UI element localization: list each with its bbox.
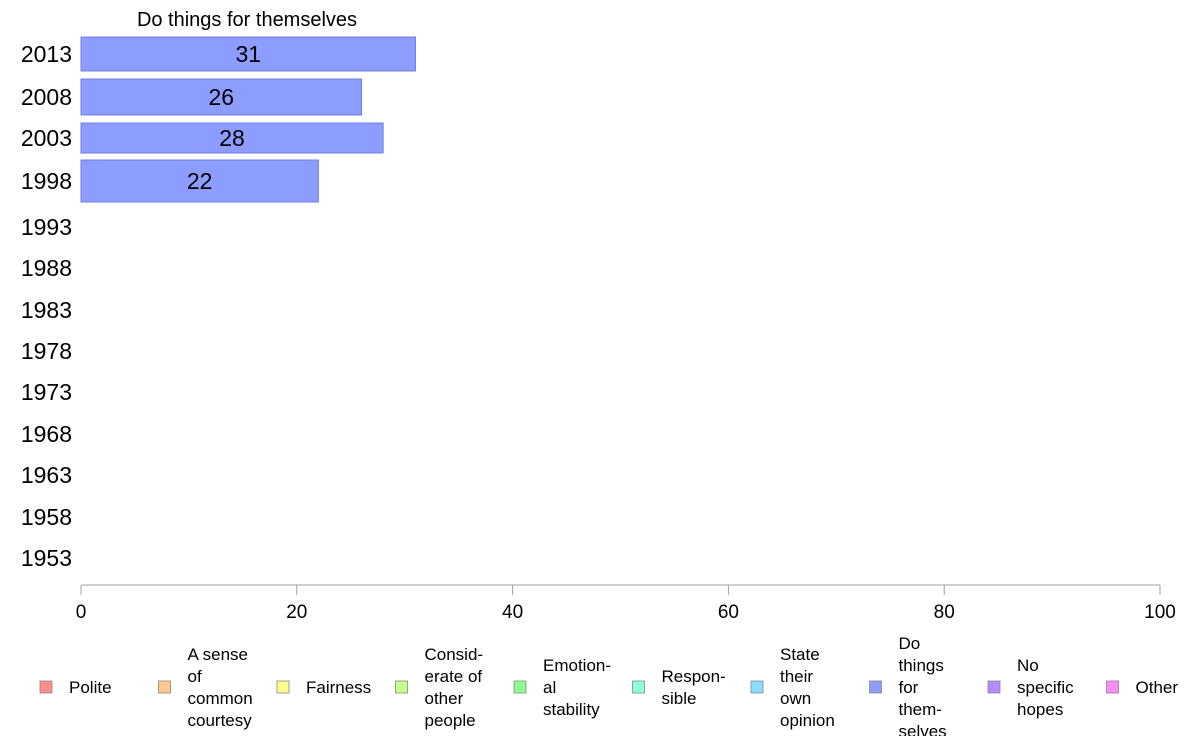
- y-tick-label: 1978: [21, 338, 72, 364]
- legend-item: Other: [1107, 678, 1179, 697]
- y-tick-label: 1973: [21, 379, 72, 405]
- legend-swatch: [870, 681, 882, 693]
- data-label: 28: [219, 125, 245, 151]
- legend-item: Nospecifichopes: [988, 656, 1074, 719]
- y-tick-label: 1998: [21, 168, 72, 194]
- x-tick-label: 100: [1144, 602, 1176, 623]
- legend-item: Polite: [40, 678, 112, 697]
- legend-label: Dothingsforthem-selves: [899, 634, 947, 736]
- legend-label: Fairness: [306, 678, 371, 697]
- legend-item: Consid-erate ofotherpeople: [396, 645, 484, 730]
- y-tick-label: 1988: [21, 255, 72, 281]
- data-label: 26: [208, 84, 234, 110]
- y-tick-label: 1963: [21, 462, 72, 488]
- legend-swatch: [396, 681, 408, 693]
- legend-item: Statetheirownopinion: [751, 645, 835, 730]
- bars: 3126 2822: [81, 37, 415, 202]
- y-tick-label: 2013: [21, 41, 72, 67]
- x-tick-label: 40: [502, 602, 523, 623]
- legend-label: Consid-erate ofotherpeople: [425, 645, 484, 730]
- x-tick-label: 0: [76, 602, 87, 623]
- legend-swatch: [40, 681, 52, 693]
- legend-label: Statetheirownopinion: [780, 645, 835, 730]
- legend-item: Emotion-alstability: [514, 656, 611, 719]
- x-axis: 0 20 40 60 80 100: [76, 585, 1176, 623]
- y-tick-label: 2008: [21, 84, 72, 110]
- legend-swatch: [277, 681, 289, 693]
- legend-swatch: [633, 681, 645, 693]
- legend-item: Respon-sible: [633, 667, 726, 708]
- x-tick-label: 60: [718, 602, 739, 623]
- legend-label: Emotion-alstability: [543, 656, 611, 719]
- legend: Polite A senseofcommoncourtesy Fairness Con…: [40, 634, 1178, 736]
- legend-swatch: [751, 681, 763, 693]
- y-tick-label: 1968: [21, 421, 72, 447]
- y-tick-label: 1983: [21, 297, 72, 323]
- legend-item: Fairness: [277, 678, 371, 697]
- legend-label: A senseofcommoncourtesy: [188, 645, 253, 730]
- legend-swatch: [159, 681, 171, 693]
- legend-swatch: [988, 681, 1000, 693]
- x-tick-label: 20: [286, 602, 307, 623]
- legend-label: Respon-sible: [662, 667, 726, 708]
- x-tick-label: 80: [934, 602, 955, 623]
- y-tick-label: 1958: [21, 504, 72, 530]
- data-label: 31: [235, 41, 261, 67]
- legend-label: Polite: [69, 678, 112, 697]
- chart-title: Do things for themselves: [137, 9, 357, 31]
- legend-label: Nospecifichopes: [1017, 656, 1074, 719]
- legend-label: Other: [1136, 678, 1179, 697]
- legend-item: Dothingsforthem-selves: [870, 634, 947, 736]
- legend-item: A senseofcommoncourtesy: [159, 645, 253, 730]
- data-label: 22: [187, 168, 213, 194]
- y-tick-label: 2003: [21, 125, 72, 151]
- y-tick-label: 1953: [21, 545, 72, 571]
- legend-swatch: [514, 681, 526, 693]
- legend-swatch: [1107, 681, 1119, 693]
- y-axis-labels: 2013 2008 2003 1998 1993 1988 1983 1978 1973 1968…: [21, 41, 72, 571]
- y-tick-label: 1993: [21, 214, 72, 240]
